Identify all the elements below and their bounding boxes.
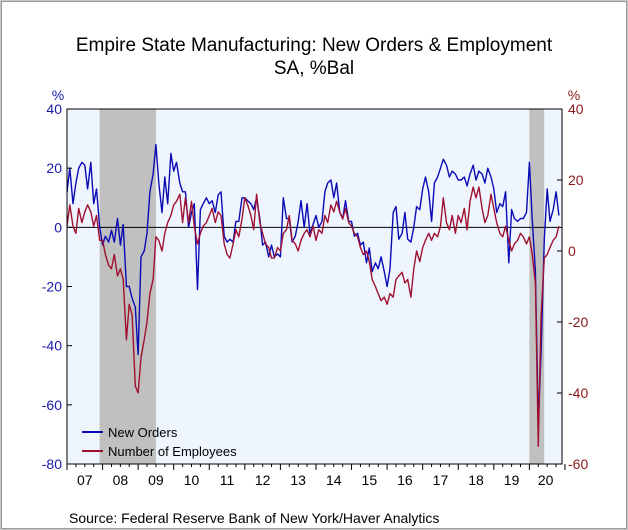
x-tick-label: 17 xyxy=(433,472,449,488)
left-tick-label: -60 xyxy=(42,397,62,413)
left-tick-label: 40 xyxy=(46,101,62,117)
x-tick-label: 11 xyxy=(220,472,235,488)
legend-label-2: Number of Employees xyxy=(108,444,237,459)
source-note: Source: Federal Reserve Bank of New York… xyxy=(69,510,439,526)
x-tick-label: 12 xyxy=(255,472,271,488)
left-tick-label: 0 xyxy=(54,219,62,235)
right-tick-label: -60 xyxy=(568,456,588,472)
recession-band-2 xyxy=(529,109,545,464)
x-tick-label: 10 xyxy=(184,472,200,488)
x-tick-label: 13 xyxy=(290,472,306,488)
x-tick-label: 09 xyxy=(148,472,164,488)
chart-title: Empire State Manufacturing: New Orders &… xyxy=(76,35,553,56)
right-tick-label: 20 xyxy=(568,172,584,188)
x-tick-label: 18 xyxy=(468,472,484,488)
right-axis-unit: % xyxy=(568,87,580,103)
x-tick-label: 15 xyxy=(362,472,378,488)
x-tick-label: 19 xyxy=(504,472,520,488)
x-tick-label: 07 xyxy=(77,472,93,488)
x-tick-label: 14 xyxy=(326,472,342,488)
right-tick-label: 0 xyxy=(568,243,576,259)
chart-subtitle: SA, %Bal xyxy=(274,58,354,79)
left-axis-unit: % xyxy=(52,87,64,103)
right-tick-label: 40 xyxy=(568,101,584,117)
x-tick-label: 16 xyxy=(397,472,413,488)
plot-area: 40 20 0 -20 -40 -60 -80 40 20 0 -20 -40 -60 07 08 09 10 1… xyxy=(42,101,589,488)
right-tick-label: -20 xyxy=(568,314,588,330)
left-tick-label: 20 xyxy=(46,160,62,176)
left-tick-label: -20 xyxy=(42,279,62,295)
x-tick-label: 08 xyxy=(113,472,129,488)
right-tick-label: -40 xyxy=(568,385,588,401)
x-tick-label: 20 xyxy=(538,472,554,488)
legend-label-1: New Orders xyxy=(108,425,178,440)
series-line-2 xyxy=(66,186,560,447)
series-line-1 xyxy=(66,143,560,424)
left-tick-label: -80 xyxy=(42,456,62,472)
left-tick-label: -40 xyxy=(42,338,62,354)
